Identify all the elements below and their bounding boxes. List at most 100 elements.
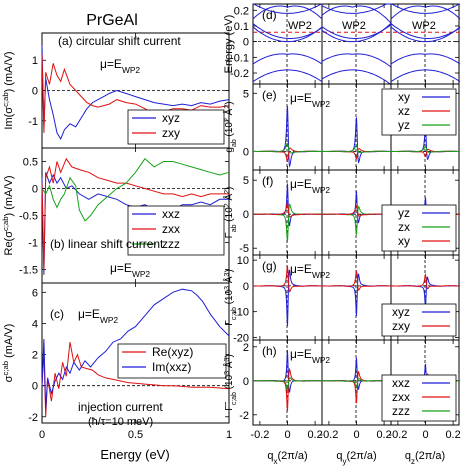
legend-entry-zxy: zxy (392, 319, 410, 333)
series-zxy (41, 54, 230, 133)
series-xxz (41, 172, 229, 275)
mu-annotation: μ=EWP2 (290, 262, 330, 280)
y-tick-label: -5 (239, 243, 249, 255)
legend-entry-zx: zx (398, 220, 410, 234)
y-tick-label: 6 (32, 287, 38, 299)
legend-entry-xz: xz (398, 104, 410, 118)
band-line (252, 26, 323, 43)
legend-entry-xxz: xxz (392, 376, 410, 390)
x-tick-label: 0.2 (307, 429, 322, 441)
band-line (252, 23, 323, 39)
y-tick-label: -1 (28, 238, 38, 250)
x-tick-label: 0 (422, 429, 428, 441)
wp-label: WP2 (288, 20, 312, 32)
band-line (390, 53, 461, 65)
series-zxx (41, 157, 229, 270)
y-tick-label: 4 (32, 318, 38, 330)
x-axis-label: qx(2π/a) (267, 450, 307, 466)
x-axis-label: qy(2π/a) (336, 450, 376, 466)
y-tick-label: 0.2 (234, 5, 249, 17)
x-tick-label: -0.2 (388, 429, 407, 441)
y-tick-label: -2 (28, 412, 38, 424)
band-line (321, 24, 392, 39)
y-axis-label: Γ̃c;ab (103 Å3) (222, 354, 238, 411)
series-Re(xyz) (41, 342, 230, 417)
band-line (252, 3, 323, 14)
x-tick-label: -0.2 (250, 429, 269, 441)
y-axis-label: Im(σc;ab) (mA/V) (1, 51, 16, 129)
y-tick-label: -10 (233, 307, 249, 319)
series-yz (253, 142, 460, 154)
panel-label: (c) (50, 307, 64, 321)
y-tick-label: 0 (243, 209, 249, 221)
legend-entry-zzz: zzz (162, 237, 180, 251)
y-axis-label: Re(σc;ab) (mA/V) (1, 176, 16, 256)
panel-label: (b) linear shift current (50, 237, 164, 251)
y-tick-label: -0.5 (19, 211, 38, 223)
mu-annotation: μ=EWP2 (290, 347, 330, 365)
y-tick-label: 0 (243, 376, 249, 388)
legend-entry-Re(xyz): Re(xyz) (152, 345, 193, 359)
y-tick-label: 0 (243, 146, 249, 158)
figure-title: PrGeAl (86, 12, 138, 29)
y-tick-label: 10 (237, 255, 249, 267)
legend-entry-xyz: xyz (162, 111, 180, 125)
y-tick-label: 1 (32, 55, 38, 67)
series-yz (253, 183, 461, 226)
wp-label: WP2 (412, 20, 436, 32)
y-axis-label: Γc;ab (103 Å3) (222, 269, 238, 326)
legend-entry-zzz: zzz (392, 404, 410, 418)
legend-entry-xy: xy (398, 90, 410, 104)
band-line (390, 69, 461, 83)
y-axis-label: Energy (eV) (223, 15, 235, 74)
y-axis-label: gab (102 Å2) (222, 101, 238, 152)
x-tick-label: 1 (226, 429, 232, 441)
y-tick-label: 0 (243, 37, 249, 49)
band-line (252, 5, 323, 20)
panel-label: (g) (262, 259, 277, 273)
y-tick-label: 0.1 (234, 21, 249, 33)
x-tick-label: 0.5 (128, 429, 143, 441)
mu-annotation: μ=EWP2 (290, 177, 330, 195)
mu-annotation: μ=EWP2 (100, 57, 140, 75)
y-tick-label: 5 (243, 88, 249, 100)
mu-annotation: μ=EWP2 (78, 307, 118, 325)
legend-entry-yz: yz (398, 206, 410, 220)
mu-annotation: μ=EWP2 (110, 261, 150, 279)
legend-box (127, 109, 225, 145)
series-zxy (252, 265, 460, 293)
panel-label: (e) (262, 88, 277, 102)
band-line (390, 23, 461, 39)
y-tick-label: -1 (28, 116, 38, 128)
panel-text-2: (ħ/τ=10 meV) (88, 416, 153, 428)
band-line (321, 3, 391, 14)
y-tick-label: 0 (32, 86, 38, 98)
y-tick-label: 2 (32, 350, 38, 362)
legend-entry-zxx: zxx (162, 222, 180, 236)
x-tick-label: 0 (39, 429, 45, 441)
legend-entry-xy: xy (398, 234, 410, 248)
x-axis-label: qz(2π/a) (405, 450, 445, 466)
y-tick-label: -2 (239, 410, 249, 422)
x-tick-label: 0.2 (376, 429, 391, 441)
legend-box (117, 343, 227, 379)
y-tick-label: 5 (243, 175, 249, 187)
panel-label: (f) (262, 174, 273, 188)
series-xyz (41, 45, 230, 141)
legend-entry-xxz: xxz (162, 207, 180, 221)
y-tick-label: -0.2 (230, 68, 249, 80)
y-axis-label: Fab (102 Å2) (222, 187, 238, 239)
